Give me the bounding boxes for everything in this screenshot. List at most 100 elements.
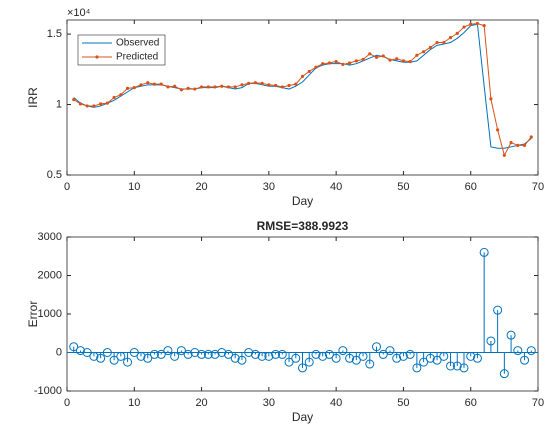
series-marker [327,61,332,65]
stem-marker [499,369,509,379]
stem-marker [493,305,503,315]
x-tick-label: 50 [397,397,409,409]
y-axis-label: Error [26,301,40,328]
y-axis-label: IRR [26,87,40,108]
series-marker [287,83,291,88]
series-marker [422,50,426,54]
series-marker [455,31,459,35]
stem-marker [479,247,489,257]
stem-marker [318,351,328,361]
y-multiplier: ×10⁴ [67,7,91,19]
series-marker [186,86,190,90]
series-marker [85,104,89,108]
y-tick-label: -1000 [34,385,62,397]
series-marker [489,97,493,101]
stem-marker [405,349,415,359]
stem-marker [291,353,301,363]
stem-marker [257,351,267,361]
x-tick-label: 30 [263,397,275,409]
series-marker [105,101,109,105]
stem-marker [149,349,159,359]
x-tick-label: 70 [532,397,544,409]
stem-marker [223,349,233,359]
y-tick-label: 0.5 [47,169,62,181]
series-marker [267,83,271,87]
stem-marker [197,349,207,359]
x-tick-label: 0 [64,397,70,409]
series-marker [482,24,486,28]
series-marker [132,86,136,90]
series-marker [119,93,123,97]
stem-marker [446,361,456,371]
stem-marker [244,348,254,357]
series-marker [226,85,231,89]
stem-marker [230,353,240,363]
x-tick-label: 30 [263,181,275,193]
x-tick-label: 0 [64,181,70,193]
series-marker [206,85,210,89]
x-tick-label: 40 [330,181,342,193]
series-marker [247,81,251,86]
series-marker [253,81,257,85]
series-marker [502,153,506,157]
legend-label: Predicted [116,52,158,63]
series-marker [173,84,177,88]
series-marker [522,143,527,148]
series-marker [179,88,183,92]
stem-marker [69,342,79,352]
stem-marker [358,351,368,361]
series-marker [388,58,392,62]
stem-marker [351,355,361,365]
y-tick-label: 1.5 [47,28,62,40]
series-marker [368,52,372,56]
x-tick-label: 60 [465,181,477,193]
series-marker [529,135,533,139]
x-tick-label: 20 [195,397,207,409]
stem-marker [345,353,355,363]
series-marker [72,98,76,102]
stem-marker [486,336,496,346]
stem-marker [304,357,314,367]
stem-marker [526,346,536,356]
stem-marker [176,346,186,356]
stem-marker [143,353,153,363]
stem-marker [452,361,462,371]
stem-marker [203,349,213,359]
stem-marker [439,351,449,361]
legend-box [77,34,166,66]
stem-marker [75,346,85,356]
series-marker [361,57,365,62]
series-marker [354,59,358,63]
series-marker [220,84,224,88]
stem-marker [170,351,180,361]
stem-marker [123,357,133,367]
series-marker [199,85,204,89]
series-marker [99,102,103,106]
stem-marker [116,351,126,361]
series-marker [300,74,305,78]
stem-marker [412,363,422,373]
stem-marker [298,363,307,373]
x-tick-label: 60 [465,397,477,409]
series-marker [240,83,244,87]
series-marker [166,85,170,89]
x-axis-label: Day [292,194,313,208]
y-tick-label: 3000 [38,231,62,243]
y-tick-label: 1 [56,98,62,110]
stem-marker [520,355,530,365]
series-marker [78,102,83,106]
series-marker [442,40,446,45]
x-tick-label: 10 [128,181,140,193]
series-marker [321,62,325,66]
stem-marker [82,348,92,357]
series-marker [348,61,352,65]
y-tick-label: 1000 [38,308,62,320]
stem-marker [109,355,119,365]
x-tick-label: 50 [397,181,409,193]
series-marker [273,83,278,88]
series-marker [381,54,385,58]
stem-marker [163,346,173,356]
series-marker [469,22,473,26]
series-marker [233,85,237,89]
stem-marker [385,346,395,356]
